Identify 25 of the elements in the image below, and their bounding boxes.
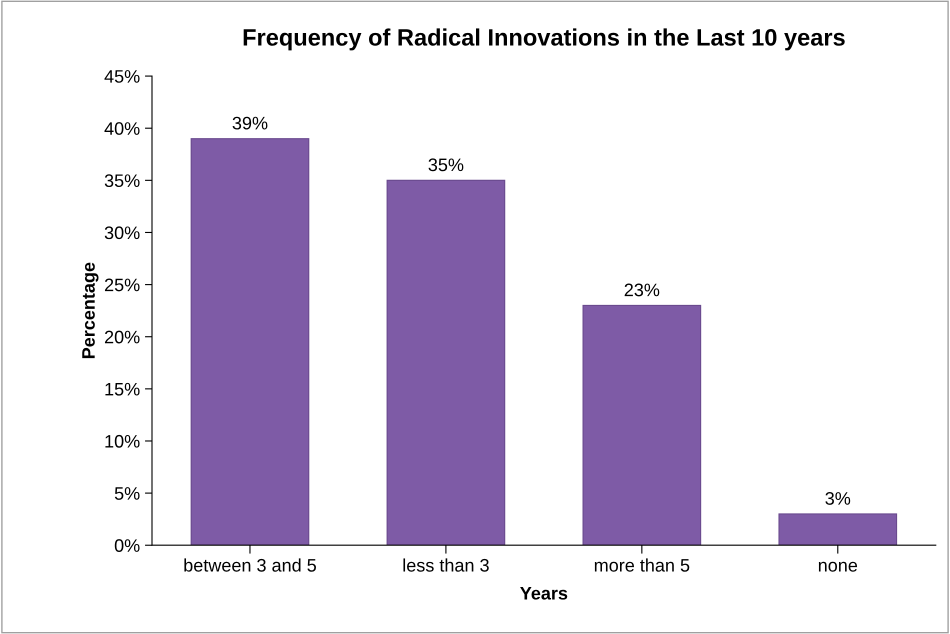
data-label: 39% (232, 116, 268, 130)
y-tick-label: 15% (105, 382, 140, 396)
bar (582, 304, 702, 546)
bar (190, 138, 310, 546)
data-label: 3% (825, 492, 850, 505)
y-tick-label: 10% (105, 434, 140, 448)
y-tick-label: 25% (104, 278, 140, 292)
bar (778, 513, 898, 546)
y-tick-label: 35% (104, 174, 140, 188)
x-tick-label: none (818, 562, 858, 572)
bar (386, 180, 506, 546)
y-tick-label: 30% (104, 226, 140, 240)
x-tick-label: more than 5 (594, 558, 690, 572)
y-tick-label: 40% (104, 122, 140, 135)
y-tick-label: 0% (114, 539, 140, 552)
chart-title: Frequency of Radical Innovations in the Last 10 years (244, 28, 845, 50)
y-axis-title: Percentage (82, 262, 98, 358)
x-tick-label: between 3 and 5 (184, 558, 316, 572)
data-label: 23% (624, 284, 660, 296)
y-tick-label: 45% (104, 70, 140, 83)
y-tick-label: 20% (104, 330, 140, 344)
x-axis-title: Years (520, 587, 568, 600)
x-tick-label: less than 3 (403, 558, 489, 572)
y-tick-label: 5% (114, 487, 140, 500)
data-label: 35% (428, 158, 464, 172)
